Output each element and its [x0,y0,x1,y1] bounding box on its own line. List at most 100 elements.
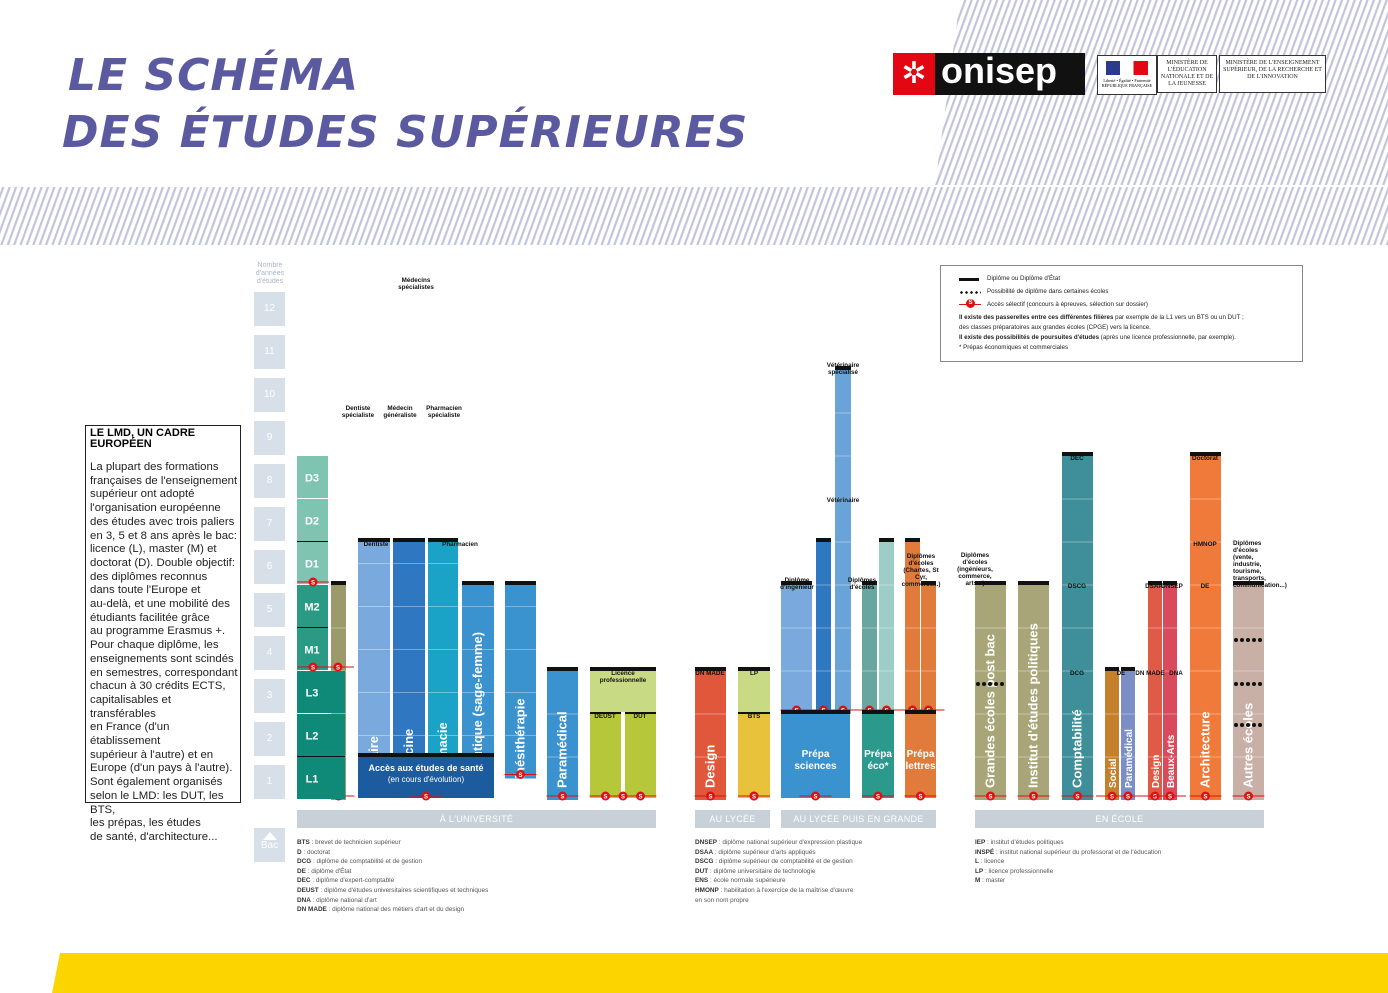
lmd-line: Europe (d'un pays à l'autre). [90,762,233,775]
abbreviation-item: M : master [975,876,1161,886]
abbreviation-meaning: : école normale supérieure [708,877,786,885]
box-acc-s-aux-tudes-de-sant- [358,757,494,798]
lmd-title: LE LMD, UN CADRE EUROPÉEN [90,427,196,450]
lmd-block [297,757,345,799]
abbreviation-meaning: en son nom propre [695,896,749,904]
selective-s-label: S [603,795,607,801]
abbreviation-code: DCG [297,858,312,866]
lmd-info-box: LE LMD, UN CADRE EUROPÉEN La plupart des… [85,425,241,843]
column-label: Kinésithérapie [513,698,528,788]
abbreviation-item: DNSEP : diplôme national supérieur d'exp… [695,838,862,848]
selective-s-label: S [311,581,315,587]
diploma-label: DE [1201,583,1210,590]
abbreviation-code: DEUST [297,886,319,894]
selective-s-icon [308,662,318,672]
dotted-diploma [1234,723,1238,727]
diploma-label: DCG [1070,670,1084,677]
column-param-dical [547,671,578,800]
diploma-bar [590,667,656,671]
diploma-label: Cyr, [915,574,927,581]
diploma-bar [781,710,850,714]
bac-label: Bac [260,840,279,851]
bottom-band [0,950,1388,993]
selective-s-label: S [1246,795,1250,801]
selective-s-label: S [424,795,428,801]
diploma-label: Vétérinaire [827,497,860,504]
legend-note1b: des classes préparatoires aux grandes éc… [959,324,1151,331]
lmd-line: en semestres, correspondant [90,666,238,679]
selective-s-icon [1244,791,1253,801]
abbreviation-meaning: : diplôme national des métiers d'art et … [326,906,465,914]
abbreviation-meaning: : diplôme national d'art [310,896,377,904]
ministry-education: MINISTÈRE DE L'ÉDUCATION NATIONALE ET DE… [1157,55,1217,93]
diploma-label: industrie, [1233,561,1262,568]
selective-s-icon [1165,791,1175,801]
lmd-block-label: D3 [305,473,319,485]
abbreviation-code: DSAA [695,848,714,856]
lmd-line: supérieur à l'autre) et en [90,748,214,761]
lmd-line: en France (d'un établissement [90,721,170,748]
abbreviation-meaning: : diplôme d'État [305,867,352,875]
lmd-line: La plupart des formations [90,461,219,473]
diploma-label: d'écoles [850,584,875,591]
diploma-label: d'écoles [1233,547,1258,554]
lmd-block [297,542,328,584]
dotted-diploma [1252,682,1256,686]
column-ing-nieurs [781,585,812,714]
diploma-bar [921,581,936,585]
dotted-diploma [1246,723,1250,727]
selective-s-label: S [1153,795,1157,801]
lmd-line: chacun à 30 crédits ECTS, [90,680,226,693]
selective-s-icon [706,791,715,801]
abbreviation-item: INSPÉ : institut national supérieur du p… [975,848,1161,858]
lmd-line: françaises de l'enseignement [90,474,238,487]
abbreviation-item: DSAA : diplôme supérieur d'arts appliqué… [695,848,862,858]
year-box-11: 11 [254,335,285,369]
column-commerce [862,585,877,714]
republic-motto: Liberté • Égalité • Fraternité RÉPUBLIQU… [1101,78,1153,88]
diploma-label: commerce, [958,573,992,580]
abbreviation-meaning: : institut national supérieur du profess… [994,848,1162,856]
box-label: Prépa [907,749,935,760]
year-box-12: 12 [254,292,285,326]
selective-s-icon [1029,791,1038,801]
lmd-block-label: L1 [306,774,319,786]
abbreviation-code: DN MADE [297,906,327,914]
ministry-research: MINISTÈRE DE L'ENSEIGNEMENT SUPÉRIEUR, D… [1219,55,1326,93]
diploma-bar [781,581,812,585]
arrow-up-icon [262,832,277,840]
abbreviation-item: BTS : brevet de technicien supérieur [297,838,488,848]
diploma-label: Pharmacien [442,541,478,548]
column-autres-coles [921,585,936,714]
abbreviation-code: M [975,877,981,885]
selective-s-icon: S [966,299,975,308]
selective-s-label: S [560,795,564,801]
column-param-dical [1121,671,1135,800]
legend-note2: (après une licence professionnelle, par … [1100,334,1236,341]
selective-s-label: S [1168,795,1172,801]
abbreviation-item: D : doctorat [297,848,488,858]
abbreviation-meaning: : diplôme de comptabilité et de gestion [311,858,423,866]
diploma-bar [1233,581,1264,585]
box-label: sciences [794,761,837,772]
lmd-line: de santé, d'architecture... [90,830,218,843]
diploma-bar [1105,667,1119,671]
lmd-block [297,714,345,756]
diploma-label: Diplômes [961,552,990,559]
column-ens [905,542,920,714]
diploma-label: Médecins [402,277,431,284]
abbreviation-item: L : licence [975,857,1161,867]
republic-logo: Liberté • Égalité • Fraternité RÉPUBLIQU… [1097,55,1157,95]
column-social [1105,671,1119,800]
column-ma-eutique-sage-femme- [462,585,494,779]
selective-s-label: S [1203,795,1207,801]
abbreviation-meaning: : diplôme d'expert-comptable [310,877,395,885]
lmd-line: des diplômes reconnus [90,570,208,583]
diploma-bar [331,581,346,585]
lmd-block-label: L2 [306,731,319,743]
onisep-logo: ✲ onisep [893,50,1085,95]
diploma-bar [816,538,831,542]
year-box-10: 10 [254,378,285,412]
column-label: Comptabilité [1070,709,1085,788]
abbreviation-meaning: : licence [978,858,1005,866]
